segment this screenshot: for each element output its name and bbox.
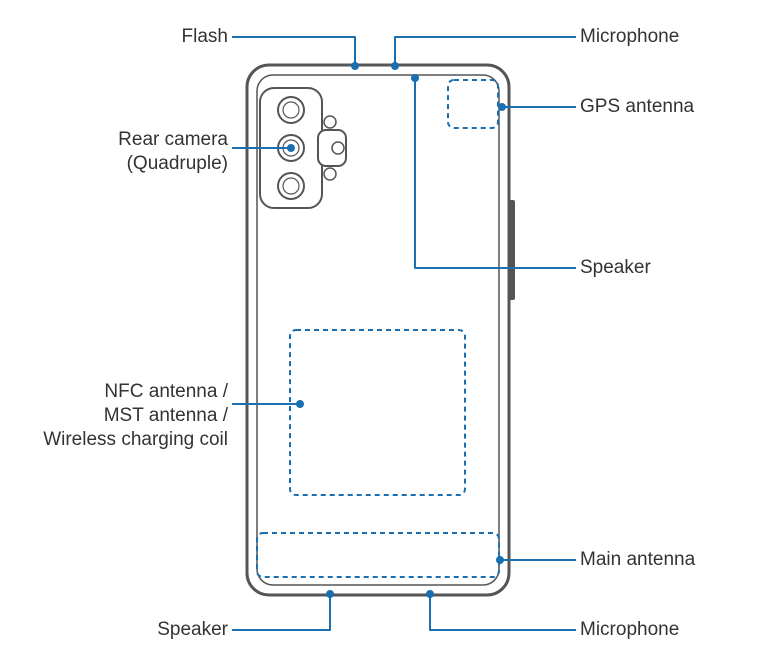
label-nfc-line1: NFC antenna / <box>104 380 228 404</box>
label-speaker-bottom: Speaker <box>157 618 228 642</box>
label-microphone-top: Microphone <box>580 25 679 49</box>
label-speaker-mid: Speaker <box>580 256 651 280</box>
label-gps-antenna: GPS antenna <box>580 95 694 119</box>
label-nfc-line2: MST antenna / <box>104 404 228 428</box>
label-nfc-line3: Wireless charging coil <box>43 428 228 452</box>
label-microphone-bottom: Microphone <box>580 618 679 642</box>
label-flash: Flash <box>182 25 228 49</box>
label-rear-camera-line2: (Quadruple) <box>127 152 228 176</box>
label-rear-camera-line1: Rear camera <box>118 128 228 152</box>
label-main-antenna: Main antenna <box>580 548 695 572</box>
